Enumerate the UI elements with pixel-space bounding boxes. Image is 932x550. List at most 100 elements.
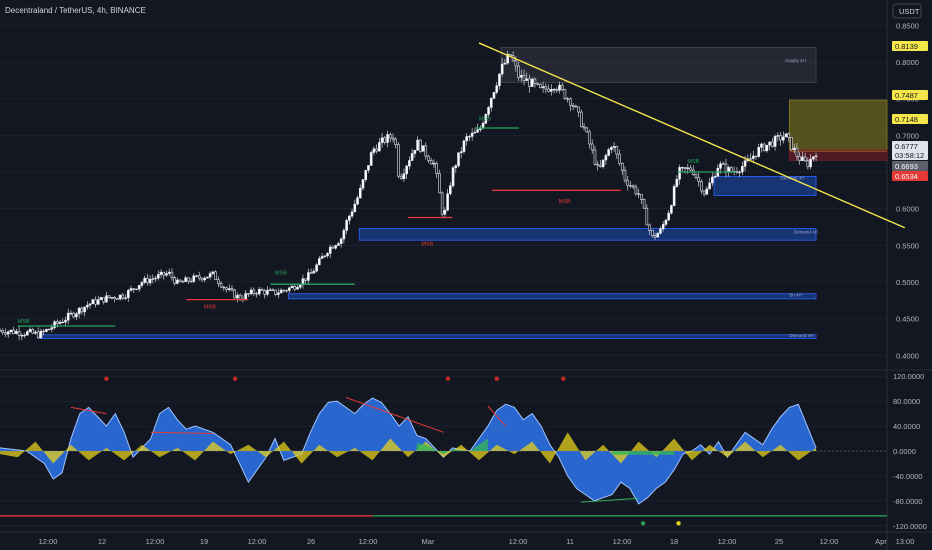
price-badge-text: 0.7148 [895, 115, 918, 124]
oscillator-tick-label: -120.0000 [893, 522, 927, 531]
candle [500, 63, 504, 75]
candle [489, 97, 493, 108]
candle [28, 329, 32, 332]
currency-button-label[interactable]: USDT [899, 7, 920, 16]
candle [96, 299, 100, 305]
candle [197, 275, 201, 279]
candle [50, 327, 54, 330]
candle [113, 297, 116, 300]
signal-dot-red [494, 376, 499, 381]
candle [249, 289, 253, 295]
candle [369, 152, 373, 166]
candle [432, 162, 436, 165]
candle [779, 135, 782, 141]
candle [416, 139, 419, 151]
candle [268, 289, 272, 291]
candle [233, 289, 237, 299]
oscillator-tick-label: -80.0000 [893, 497, 923, 506]
signal-dot-green [640, 521, 646, 526]
candle [519, 75, 523, 78]
candle [413, 149, 417, 154]
candle [711, 176, 714, 184]
currency-button[interactable] [892, 3, 922, 19]
candle [173, 277, 176, 284]
candle [391, 137, 395, 140]
candle [25, 331, 29, 336]
candle [473, 131, 477, 134]
candle [645, 207, 649, 226]
zone-blue-2 [358, 228, 817, 241]
candle [34, 331, 37, 334]
candle [121, 294, 125, 299]
time-tick-label: 12:00 [613, 537, 632, 546]
candle [277, 292, 280, 295]
candle [364, 170, 368, 180]
msb-label: MSB [275, 271, 287, 277]
zone-red-6 [789, 149, 888, 161]
candle [225, 287, 228, 290]
candle [484, 114, 488, 124]
candle [39, 330, 43, 339]
candle [503, 62, 507, 65]
candle [126, 290, 130, 299]
candle [629, 185, 632, 187]
oscillator-tick-label: 120.0000 [893, 372, 924, 381]
candle [151, 278, 155, 280]
candle [620, 163, 624, 171]
divergence-line-bear [150, 431, 213, 435]
candle [45, 329, 48, 332]
candle [541, 86, 545, 89]
price-badge-text: 03:58:12 [895, 151, 924, 160]
candle [181, 281, 185, 283]
candle [402, 173, 406, 179]
candle [683, 167, 687, 169]
candle [312, 270, 316, 274]
candle [222, 286, 226, 289]
candle [0, 330, 2, 332]
candle [107, 295, 111, 299]
candle [159, 271, 163, 275]
candle [156, 274, 160, 279]
chart-title: Decentraland / TetherUS, 4h, BINANCE [5, 6, 146, 15]
candle [702, 190, 706, 195]
candle [80, 307, 84, 313]
candle [66, 312, 70, 321]
candle [315, 264, 318, 272]
price-badge-yellow [892, 90, 928, 100]
candle [776, 135, 780, 137]
time-tick-label: 19 [200, 537, 208, 546]
candle [394, 138, 398, 145]
price-badge-text: 0.6693 [895, 162, 918, 171]
candle [642, 199, 646, 209]
candle [309, 272, 313, 274]
candle [749, 158, 752, 160]
trendline[interactable] [478, 42, 906, 229]
candle [20, 334, 24, 337]
candle [345, 220, 348, 231]
candle [798, 156, 801, 161]
candle [762, 143, 766, 152]
candle [438, 173, 441, 194]
candle [615, 146, 619, 155]
candle [342, 230, 346, 240]
candle [110, 297, 114, 299]
candle [577, 106, 580, 113]
candle [610, 147, 613, 150]
msb-label: MSB [559, 199, 571, 205]
signal-dot-red [561, 376, 566, 381]
zone-label: Demand 4H [781, 175, 805, 180]
candle [724, 163, 728, 173]
candle [162, 271, 166, 276]
candle [454, 165, 458, 168]
zone-blue-3 [713, 175, 817, 196]
candle [6, 331, 10, 335]
candle [290, 285, 294, 289]
candle [713, 176, 717, 178]
candle [765, 144, 769, 152]
time-tick-label: 11 [566, 537, 574, 546]
candle [470, 132, 474, 137]
price-badge-red [892, 171, 928, 181]
candle [771, 141, 774, 147]
